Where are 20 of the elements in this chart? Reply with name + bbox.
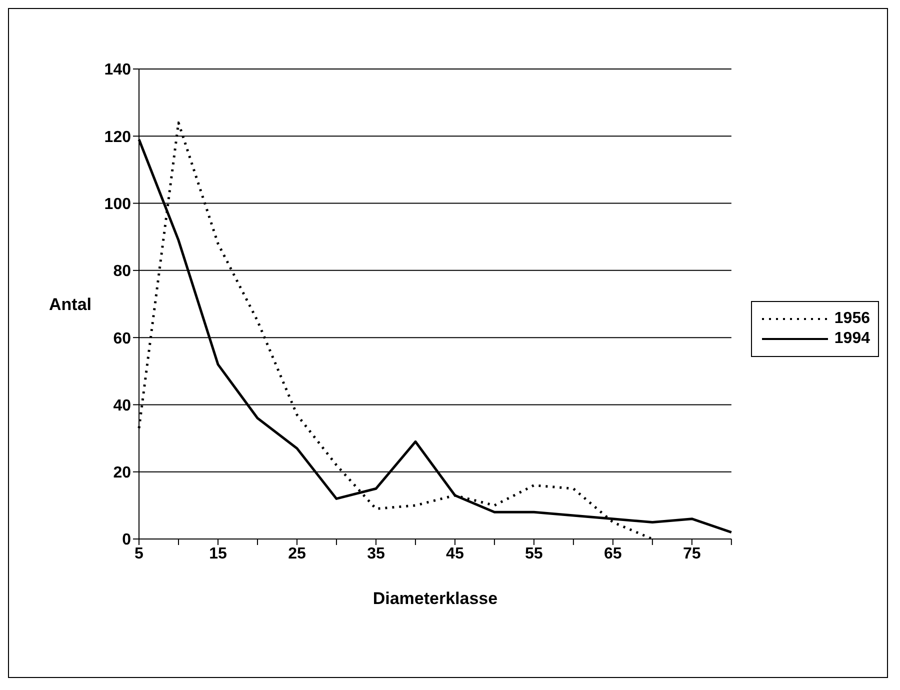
x-tick-label: 35 [367, 545, 385, 562]
x-tick-label: 5 [134, 545, 144, 562]
legend-label: 1994 [834, 330, 870, 348]
y-tick-label: 20 [113, 464, 132, 482]
y-axis-title: Antal [49, 295, 92, 314]
x-tick-label: 65 [604, 545, 622, 562]
x-tick-label: 45 [446, 545, 464, 562]
y-tick-label: 0 [122, 532, 132, 549]
x-tick-label: 55 [525, 545, 543, 562]
y-tick-label: 100 [104, 196, 132, 213]
y-tick-label: 80 [113, 263, 132, 280]
x-axis-title: Diameterklasse [372, 589, 498, 608]
x-tick-label: 75 [683, 545, 701, 562]
y-tick-label: 140 [104, 62, 132, 79]
legend-label: 1956 [834, 310, 870, 328]
y-tick-label: 40 [113, 397, 132, 414]
x-tick-label: 25 [288, 545, 306, 562]
y-tick-label: 120 [104, 128, 132, 146]
x-tick-label: 15 [209, 545, 227, 562]
y-tick-label: 60 [113, 330, 132, 348]
